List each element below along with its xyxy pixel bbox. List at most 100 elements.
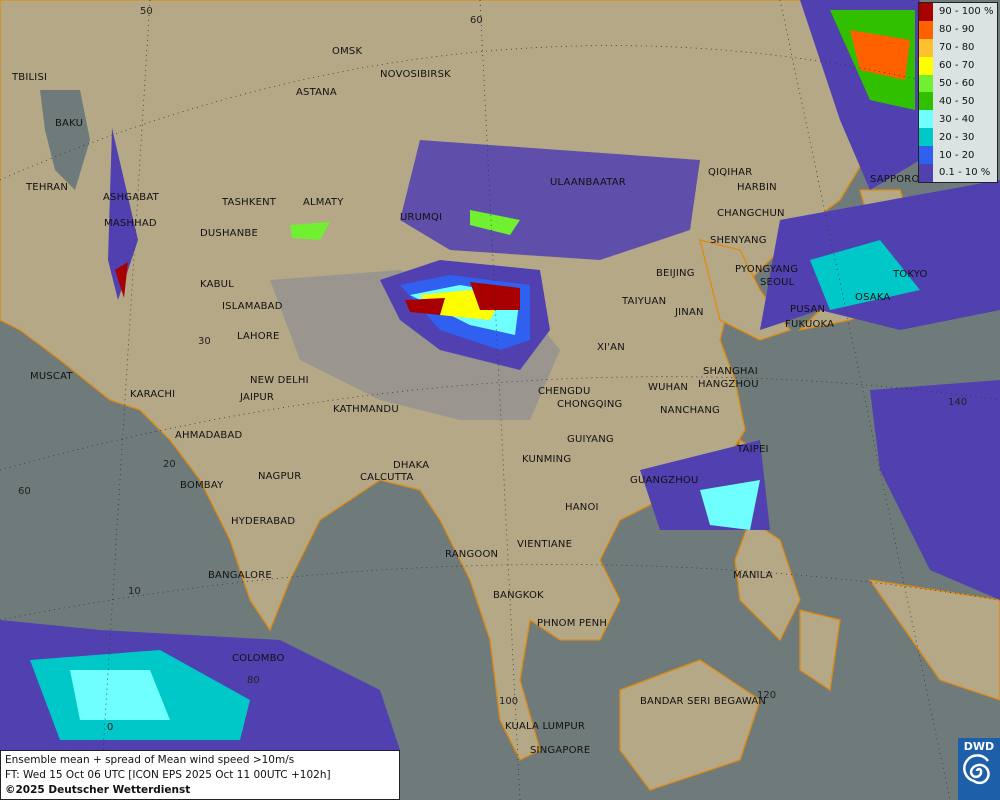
city-label: VIENTIANE [517,539,573,550]
legend-swatch [919,56,933,75]
legend-label: 50 - 60 [939,78,975,89]
city-label: TOKYO [893,269,928,280]
city-label: URUMQI [400,212,443,223]
city-label: BANDAR SERI BEGAWAN [640,696,767,707]
city-label: WUHAN [648,382,689,393]
legend-item: 90 - 100 % [919,3,997,21]
legend-item: 70 - 80 [919,38,997,57]
city-label: TAIYUAN [622,296,667,307]
city-label: MASHHAD [104,218,157,229]
city-label: BANGALORE [208,570,272,581]
city-label: HANGZHOU [698,379,759,390]
legend-label: 60 - 70 [939,60,975,72]
city-label: KATHMANDU [333,404,399,415]
grid-label: 80 [247,675,260,686]
grid-label: 50 [140,6,153,17]
city-label: PYONGYANG [735,264,799,275]
dwd-logo: DWD [958,738,1000,800]
city-label: BEIJING [656,268,695,279]
grid-label: 30 [198,336,211,347]
city-label: LAHORE [237,331,280,342]
legend-label: 40 - 50 [939,95,975,107]
grid-label: 100 [499,696,519,707]
legend-item: 20 - 30 [919,128,997,147]
city-label: HANOI [565,502,599,513]
grid-label: 140 [948,397,968,408]
legend-item: 0.1 - 10 % [919,164,997,182]
swirl-icon [963,754,990,785]
city-label: TASHKENT [222,197,277,208]
city-label: HYDERABAD [231,516,296,527]
city-label: ASTANA [296,87,337,98]
city-label: OMSK [332,46,363,57]
city-label: XI'AN [597,342,625,353]
legend-swatch [919,3,933,21]
city-label: SHANGHAI [703,366,758,377]
grid-label: 0 [107,722,114,733]
legend-item: 30 - 40 [919,110,997,129]
caspian-sea [40,90,90,190]
legend-label: 30 - 40 [939,113,975,125]
legend-swatch [919,74,933,93]
city-label: ISLAMABAD [222,301,283,312]
city-label: RANGOON [445,549,499,560]
legend-item: 80 - 90 [919,20,997,39]
grid-label: 120 [757,690,777,701]
legend-item: 60 - 70 [919,56,997,75]
city-label: KUALA LUMPUR [505,721,585,732]
city-label: SHENYANG [710,235,767,246]
legend-swatch [919,38,933,57]
grid-label: 60 [470,15,483,26]
city-label: JINAN [675,307,704,318]
legend-swatch [919,110,933,129]
city-label: TAIPEI [737,444,769,455]
city-label: QIQIHAR [708,167,753,178]
city-label: SINGAPORE [530,745,591,756]
grid-label: 20 [163,459,176,470]
city-label: AHMADABAD [175,430,243,441]
legend-swatch [919,146,933,165]
legend-item: 10 - 20 [919,146,997,165]
legend-swatch [919,20,933,39]
legend-label: 10 - 20 [939,149,975,161]
city-label: CHENGDU [538,386,591,397]
legend: 90 - 100 % 80 - 90 70 - 80 60 - 70 50 - 60 40… [918,2,998,183]
legend-label: 20 - 30 [939,131,975,143]
city-label: DHAKA [393,460,430,471]
city-label: ASHGABAT [103,192,159,203]
city-label: KUNMING [522,454,572,465]
city-label: OSAKA [855,292,891,303]
map-title: Ensemble mean + spread of Mean wind spee… [5,754,295,766]
city-label: BAKU [55,118,84,129]
grid-label: 10 [128,586,141,597]
city-label: CHANGCHUN [717,208,785,219]
forecast-time: FT: Wed 15 Oct 06 UTC [ICON EPS 2025 Oct… [5,769,331,781]
legend-label: 80 - 90 [939,24,975,36]
city-label: MANILA [733,570,773,581]
city-label: NANCHANG [660,405,720,416]
city-label: SEOUL [760,277,795,288]
city-label: NOVOSIBIRSK [380,69,451,80]
legend-item: 40 - 50 [919,92,997,111]
city-label: CHONGQING [557,399,623,410]
legend-label: 0.1 - 10 % [939,167,991,179]
city-label: PHNOM PENH [537,618,608,629]
wind-probability-overlay [0,0,1000,750]
logo-text: DWD [963,740,995,753]
city-label: KABUL [200,279,234,290]
city-label: NEW DELHI [250,375,309,386]
copyright: ©2025 Deutscher Wetterdienst [5,784,191,796]
legend-swatch [919,92,933,111]
city-label: PUSAN [790,304,826,315]
city-label: TEHRAN [26,182,69,193]
city-label: FUKUOKA [785,319,835,330]
city-label: GUANGZHOU [630,475,699,486]
city-label: JAIPUR [240,392,275,403]
city-label: KARACHI [130,389,176,400]
city-label: NAGPUR [258,471,302,482]
city-label: SAPPORO [870,174,920,185]
city-label: HARBIN [737,182,777,193]
city-label: MUSCAT [30,371,73,382]
